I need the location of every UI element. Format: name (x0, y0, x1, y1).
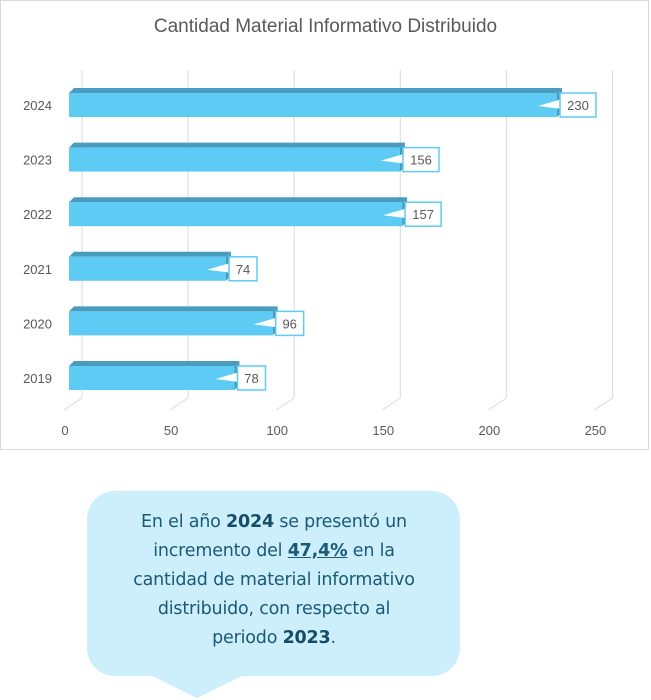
callout-line: incremento del 47,4% en la (153, 541, 395, 561)
x-tick-label: 200 (478, 423, 500, 438)
text: se presentó un (273, 512, 407, 532)
bar (69, 256, 227, 281)
bar-top (69, 88, 562, 93)
callout-tail (150, 675, 244, 698)
gridline-floor (594, 397, 613, 411)
x-tick-label: 250 (585, 423, 607, 438)
data-label-pointer (215, 372, 240, 382)
y-tick-label: 2019 (23, 371, 52, 386)
bar-top (69, 197, 408, 203)
callout-line: En el año 2024 se presentó un (141, 512, 407, 532)
data-label: 230 (567, 98, 589, 113)
data-label-box (228, 256, 258, 282)
data-label: 157 (412, 207, 434, 222)
x-tick-label: 50 (164, 423, 178, 438)
gridline-floor (63, 397, 83, 411)
percent-increase: 47,4% (287, 541, 348, 561)
bar (69, 147, 400, 172)
bar-chart: 0 50 100 150 200 250 2019 78 2020 96 2021 74 2022 157… (23, 70, 613, 438)
year-2023: 2023 (282, 628, 331, 648)
x-tick-label: 100 (266, 423, 288, 438)
bar-top (69, 142, 405, 148)
data-label-box (402, 146, 440, 173)
text: periodo (212, 628, 283, 648)
data-label: 156 (410, 153, 432, 168)
x-tick-label: 0 (61, 423, 68, 438)
bar (69, 93, 557, 117)
data-label-pointer (253, 317, 278, 328)
bar (69, 311, 273, 336)
y-tick-label: 2021 (23, 262, 52, 277)
y-tick-label: 2022 (23, 207, 52, 222)
gridline-floor (381, 397, 401, 411)
data-label: 78 (244, 371, 258, 386)
data-label-box (559, 92, 597, 118)
bar-top (69, 251, 232, 257)
bar (69, 202, 403, 227)
data-label-pointer (380, 153, 405, 164)
data-label-box (236, 365, 267, 391)
callout-line: distribuido, con respecto al (157, 599, 391, 619)
text: . (330, 628, 336, 648)
data-label-pointer (207, 262, 232, 273)
data-label: 96 (282, 316, 296, 331)
text: incremento del (153, 541, 288, 561)
data-label-pointer (538, 99, 562, 109)
year-2024: 2024 (226, 512, 274, 532)
callout-line: cantidad de material informativo (133, 570, 415, 590)
text: en la (347, 541, 395, 561)
callout-text: En el año 2024 se presentó un incremento… (100, 508, 448, 653)
data-label: 74 (236, 262, 250, 277)
y-tick-label: 2023 (23, 153, 52, 168)
chart-title: Cantidad Material Informativo Distribuid… (153, 16, 498, 37)
x-tick-label: 150 (372, 423, 394, 438)
callout-line: periodo 2023. (212, 628, 336, 648)
bar-top (69, 361, 240, 366)
y-tick-label: 2024 (23, 98, 52, 113)
bar (69, 366, 235, 390)
y-tick-label: 2020 (23, 316, 52, 331)
gridline-floor (488, 397, 507, 411)
data-label-box (274, 310, 305, 337)
gridline-floor (169, 397, 189, 411)
data-label-pointer (383, 208, 408, 219)
data-label-box (404, 201, 442, 227)
gridline-floor (275, 397, 295, 411)
callout-bubble (87, 491, 460, 676)
text: En el año (141, 512, 227, 532)
bar-top (69, 306, 278, 312)
